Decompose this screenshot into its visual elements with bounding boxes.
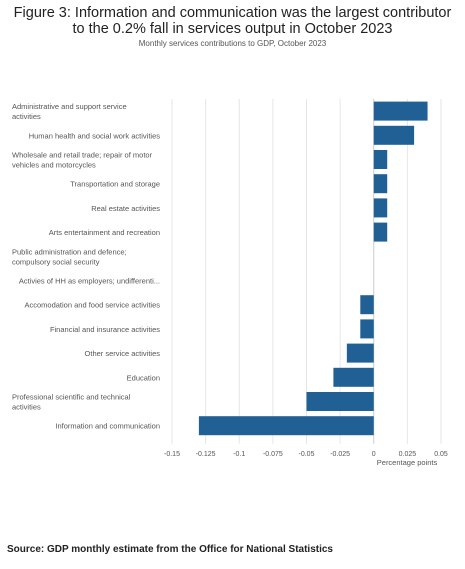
chart-title: Figure 3: Information and communication …: [13, 5, 452, 37]
chart-subtitle: Monthly services contributions to GDP, O…: [138, 39, 327, 48]
category-label: Information and communication: [55, 422, 160, 431]
category-label: Transportation and storage: [70, 180, 160, 189]
category-labels: Administrative and support serviceactivi…: [12, 102, 160, 431]
category-label: Professional scientific and technical: [12, 393, 131, 402]
bar: [346, 343, 374, 363]
x-tick-label: -0.15: [164, 451, 180, 458]
x-tick-label: -0.1: [233, 451, 245, 458]
x-tick-label: 0.05: [434, 451, 448, 458]
bar: [373, 125, 415, 145]
category-label: Other service activities: [85, 349, 161, 358]
bar: [333, 367, 374, 387]
category-label: vehicles and motorcycles: [12, 161, 96, 170]
x-tick-label: -0.05: [299, 451, 315, 458]
category-label: Education: [127, 373, 160, 382]
bar: [198, 416, 374, 436]
category-label: activities: [12, 403, 41, 412]
x-tick-label: 0.025: [399, 451, 417, 458]
category-label: Real estate activities: [91, 204, 160, 213]
bar: [373, 150, 388, 169]
bar: [373, 101, 428, 121]
category-label: Activies of HH as employers; undifferent…: [19, 277, 160, 286]
category-label: compulsory social security: [12, 257, 100, 266]
category-label: Accomodation and food service activities: [25, 301, 161, 310]
x-tick-label: -0.125: [196, 451, 216, 458]
category-label: Arts entertainment and recreation: [49, 228, 160, 237]
x-tick-label: -0.075: [263, 451, 283, 458]
category-label: Human health and social work activities: [29, 131, 161, 140]
bar: [373, 222, 388, 242]
source-note: Source: GDP monthly estimate from the Of…: [7, 544, 333, 555]
bar: [306, 392, 374, 411]
bar: [360, 295, 374, 315]
bar: [373, 198, 388, 218]
x-tick-labels: -0.15 -0.125 -0.1 -0.075 -0.05 -0.025 0 0.025 0.…: [164, 451, 448, 458]
x-tick-label: 0: [372, 451, 376, 458]
category-label: activities: [12, 112, 41, 121]
category-label: Wholesale and retail trade; repair of mo…: [12, 151, 153, 160]
category-label: Administrative and support service: [12, 102, 127, 111]
bar: [373, 174, 388, 194]
category-label: Financial and insurance activities: [50, 325, 160, 334]
x-axis-label: Percentage points: [377, 458, 438, 467]
bar: [360, 319, 374, 339]
x-tick-label: -0.025: [330, 451, 350, 458]
chart-bars: [198, 101, 428, 436]
category-label: Public administration and defence;: [12, 247, 127, 256]
